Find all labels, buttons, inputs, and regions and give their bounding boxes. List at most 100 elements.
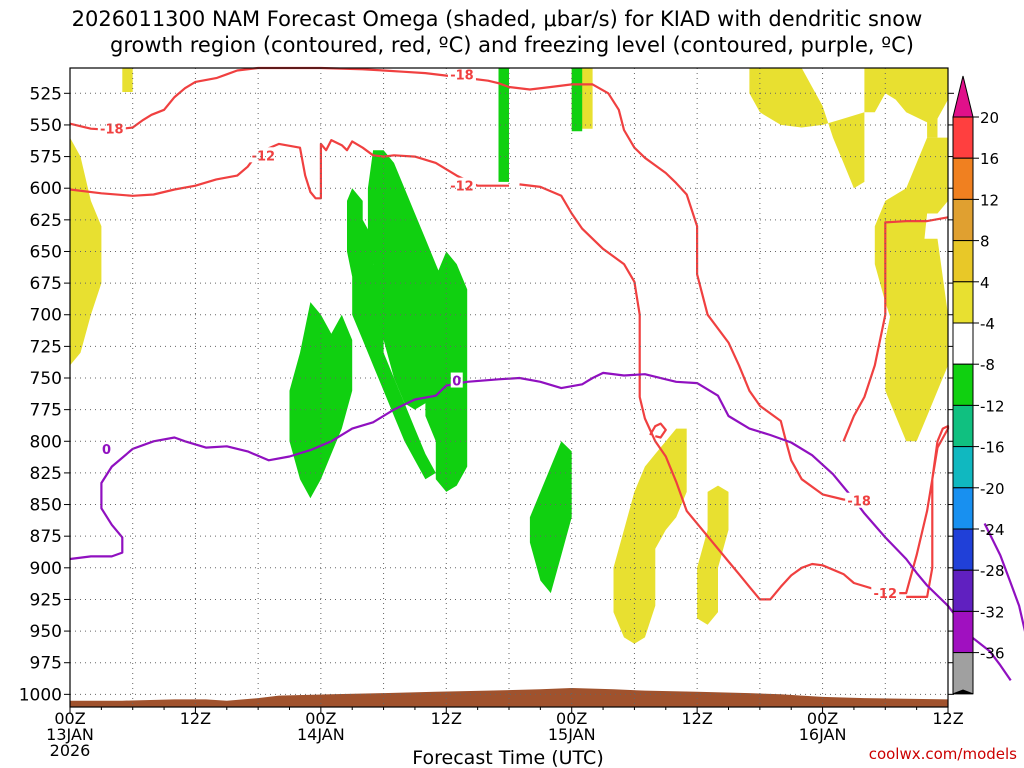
dgz-minus18-contour (69, 66, 865, 502)
colorbar-label-14: -36 (980, 645, 1005, 663)
y-tick-label-725: 725 (30, 337, 62, 357)
contour-label-minus18-top: -18 (450, 68, 474, 83)
colorbar-swatch-4 (952, 240, 974, 283)
contour-label-minus18-right: -18 (847, 495, 871, 510)
plot-area: -18 -18 -12 -12 -18 -12 0 0 (69, 66, 1024, 707)
plot-frame (69, 67, 949, 708)
colorbar-label-7: -8 (980, 356, 995, 374)
colorbar-top-arrow (952, 75, 974, 118)
y-tick-label-650: 650 (30, 242, 62, 262)
colorbar-label-1: 20 (980, 109, 999, 127)
chart-title-line-2: growth region (contoured, red, ºC) and f… (110, 33, 914, 57)
colorbar-swatch-3 (952, 198, 974, 242)
y-tick-label-675: 675 (30, 274, 62, 294)
shaded-omega-negative-6 (571, 68, 583, 132)
x-tick-date-48: 15JAN (548, 725, 596, 744)
x-tick-date-24: 14JAN (297, 725, 345, 744)
y-tick-label-800: 800 (30, 432, 62, 452)
contour-label-freezing-mid: 0 (452, 375, 461, 390)
colorbar: 20 16 12 8 4 -4 -8 -12 -16 -20 -24 -28 -32 -36 (952, 75, 1005, 695)
x-tick-time-36: 12Z (431, 709, 462, 728)
y-tick-label-850: 850 (30, 496, 62, 516)
contour-label-minus12-mid: -12 (450, 180, 474, 195)
y-tick-label-975: 975 (30, 654, 62, 674)
colorbar-swatch-8 (952, 404, 974, 448)
colorbar-label-9: -16 (980, 439, 1005, 457)
y-tick-label-875: 875 (30, 527, 62, 547)
colorbar-label-10: -20 (980, 480, 1005, 498)
x-axis-title: Forecast Time (UTC) (412, 747, 603, 768)
colorbar-label-6: -4 (980, 315, 995, 333)
freezing-level-contour-right (983, 523, 1024, 632)
chart-title-line-1: 2026011300 NAM Forecast Omega (shaded, μ… (72, 7, 923, 31)
colorbar-label-5: 4 (980, 274, 990, 292)
dgz-minus12-contour-left (69, 139, 509, 200)
contour-label-minus18-right-bg (845, 492, 874, 508)
y-tick-label-600: 600 (30, 179, 62, 199)
shaded-omega-positive-8 (885, 238, 948, 442)
y-tick-label-775: 775 (30, 401, 62, 421)
colorbar-swatch-10 (952, 487, 974, 530)
shaded-omega-positive-7 (874, 137, 948, 334)
shaded-omega-positive-1 (122, 68, 133, 92)
colorbar-swatch-13 (952, 610, 974, 654)
contour-label-freezing-left-bg (100, 440, 113, 456)
contour-label-minus12-upper-bg (249, 147, 278, 163)
colorbar-bottom-arrow (952, 689, 974, 695)
shaded-omega-negative-3 (367, 150, 457, 410)
x-tick-time-72: 00Z (807, 709, 838, 728)
y-tick-label-825: 825 (30, 464, 62, 484)
shaded-omega-negative-2 (347, 188, 436, 480)
shaded-omega-negative-4 (425, 251, 468, 492)
x-tick-time-12: 12Z (180, 709, 211, 728)
dgz-minus12-contour-upper-right (842, 216, 949, 442)
x-tick-date-0: 13JAN (46, 725, 94, 744)
colorbar-swatch-1 (952, 116, 974, 159)
shaded-omega-positive-10 (697, 485, 729, 625)
y-tick-label-575: 575 (30, 148, 62, 168)
y-tick-label-550: 550 (30, 116, 62, 136)
x-tick-date-72: 16JAN (799, 725, 847, 744)
colorbar-swatch-11 (952, 528, 974, 571)
colorbar-swatch-6 (952, 322, 974, 365)
contour-label-minus12-lower-bg (871, 585, 900, 601)
y-tick-label-950: 950 (30, 622, 62, 642)
shaded-omega-negative-7 (529, 441, 572, 594)
grid (70, 68, 948, 707)
shaded-omega-positive-5 (927, 68, 938, 138)
x-tick-time-24: 00Z (305, 709, 336, 728)
contour-label-minus12-lower: -12 (874, 587, 898, 602)
contour-label-minus12-mid-bg (447, 177, 476, 193)
y-tick-label-750: 750 (30, 369, 62, 389)
contour-label-minus12-upper: -12 (252, 149, 276, 164)
colorbar-swatch-12 (952, 569, 974, 612)
colorbar-label-8: -12 (980, 397, 1005, 415)
contour-label-minus18-left-bg (97, 120, 126, 136)
colorbar-label-4: 8 (980, 233, 990, 251)
shaded-omega-negative-1 (289, 302, 353, 499)
colorbar-swatch-7 (952, 363, 974, 406)
contour-label-minus18-top-bg (447, 66, 476, 82)
colorbar-label-12: -28 (980, 562, 1005, 580)
colorbar-label-11: -24 (980, 521, 1005, 539)
y-tick-label-625: 625 (30, 211, 62, 231)
contour-label-freezing-mid-bg (450, 372, 463, 388)
y-tick-label-925: 925 (30, 590, 62, 610)
x-tick-time-84: 12Z (932, 709, 963, 728)
terrain (70, 688, 948, 707)
colorbar-label-3: 12 (980, 191, 999, 209)
contour-label-minus18-left: -18 (100, 123, 124, 138)
shaded-omega-positive-6 (895, 68, 917, 100)
colorbar-label-13: -32 (980, 603, 1005, 621)
y-tick-label-900: 900 (30, 559, 62, 579)
y-tick-label-525: 525 (30, 84, 62, 104)
y-tick-label-1000: 1000 (19, 685, 62, 705)
colorbar-swatch-2 (952, 157, 974, 200)
x-tick-time-60: 12Z (681, 709, 712, 728)
colorbar-swatch-14 (952, 652, 974, 695)
y-tick-label-700: 700 (30, 306, 62, 326)
shaded-omega-positive-4 (749, 68, 948, 189)
x-tick-time-0: 00Z (54, 709, 85, 728)
